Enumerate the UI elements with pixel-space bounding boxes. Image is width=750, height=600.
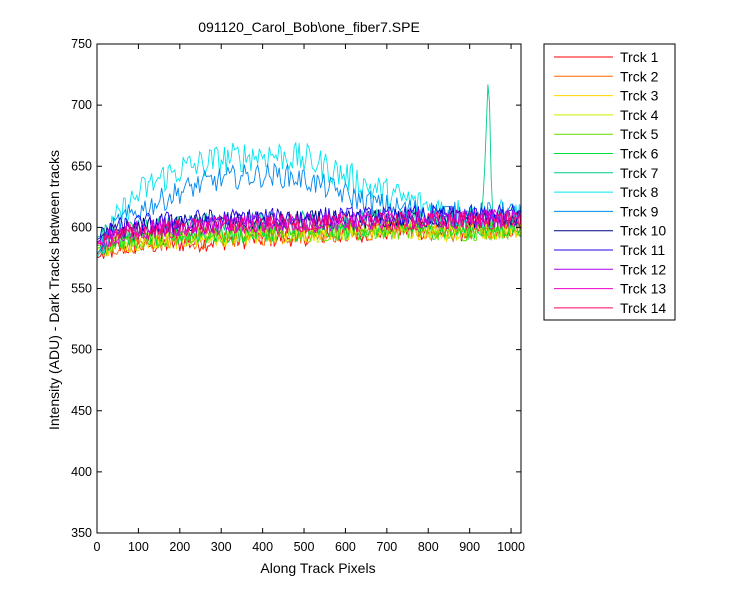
series-line <box>96 220 522 256</box>
y-tick-label: 650 <box>71 159 92 173</box>
y-tick-label: 400 <box>71 465 92 479</box>
x-tick-label: 500 <box>294 540 315 554</box>
legend-items: Trck 1 Trck 2 Trck 3 Trck 4 Trck 5 Trck 6 Trck… <box>554 49 666 316</box>
legend-box <box>543 43 676 321</box>
series-line <box>96 210 522 252</box>
legend-label: Trck 7 <box>620 165 659 181</box>
legend-label: Trck 1 <box>620 49 659 65</box>
legend-label: Trck 4 <box>620 107 659 123</box>
plot-frame <box>96 43 522 534</box>
x-tick-label: 900 <box>459 540 480 554</box>
legend-label: Trck 3 <box>620 88 659 104</box>
x-axis-label: Along Track Pixels <box>260 560 375 576</box>
legend-label: Trck 12 <box>620 261 666 277</box>
legend: Trck 1 Trck 2 Trck 3 Trck 4 Trck 5 Trck 6 Trck… <box>543 43 676 321</box>
legend-label: Trck 13 <box>620 281 666 297</box>
x-tick-label: 1000 <box>497 540 525 554</box>
legend-label: Trck 5 <box>620 126 659 142</box>
x-tick-label: 800 <box>418 540 439 554</box>
x-tick-label: 400 <box>252 540 273 554</box>
legend-label: Trck 11 <box>620 242 665 258</box>
y-tick-label: 700 <box>71 98 92 112</box>
x-axis-ticks: 0 100 200 300 400 500 600 700 800 900 1000 <box>94 44 525 554</box>
y-tick-label: 550 <box>71 282 92 296</box>
y-axis-label: Intensity (ADU) - Dark Tracks between tr… <box>46 150 62 430</box>
y-tick-label: 450 <box>71 404 92 418</box>
x-tick-label: 700 <box>376 540 397 554</box>
legend-label: Trck 10 <box>620 223 666 239</box>
legend-label: Trck 8 <box>620 184 659 200</box>
y-axis-ticks: 350 400 450 500 550 600 650 700 750 <box>71 37 521 540</box>
y-tick-label: 500 <box>71 343 92 357</box>
x-tick-label: 0 <box>94 540 101 554</box>
x-tick-label: 600 <box>335 540 356 554</box>
y-tick-label: 750 <box>71 37 92 51</box>
plot-lines <box>96 84 522 259</box>
legend-label: Trck 14 <box>620 300 666 316</box>
y-tick-label: 350 <box>71 526 92 540</box>
x-tick-label: 100 <box>128 540 149 554</box>
x-tick-label: 300 <box>211 540 232 554</box>
x-tick-label: 200 <box>169 540 190 554</box>
series-line <box>96 84 522 239</box>
legend-label: Trck 6 <box>620 146 659 162</box>
chart-title: 091120_Carol_Bob\one_fiber7.SPE <box>198 19 420 35</box>
y-tick-label: 600 <box>71 220 92 234</box>
legend-label: Trck 9 <box>620 203 659 219</box>
legend-label: Trck 2 <box>620 68 659 84</box>
